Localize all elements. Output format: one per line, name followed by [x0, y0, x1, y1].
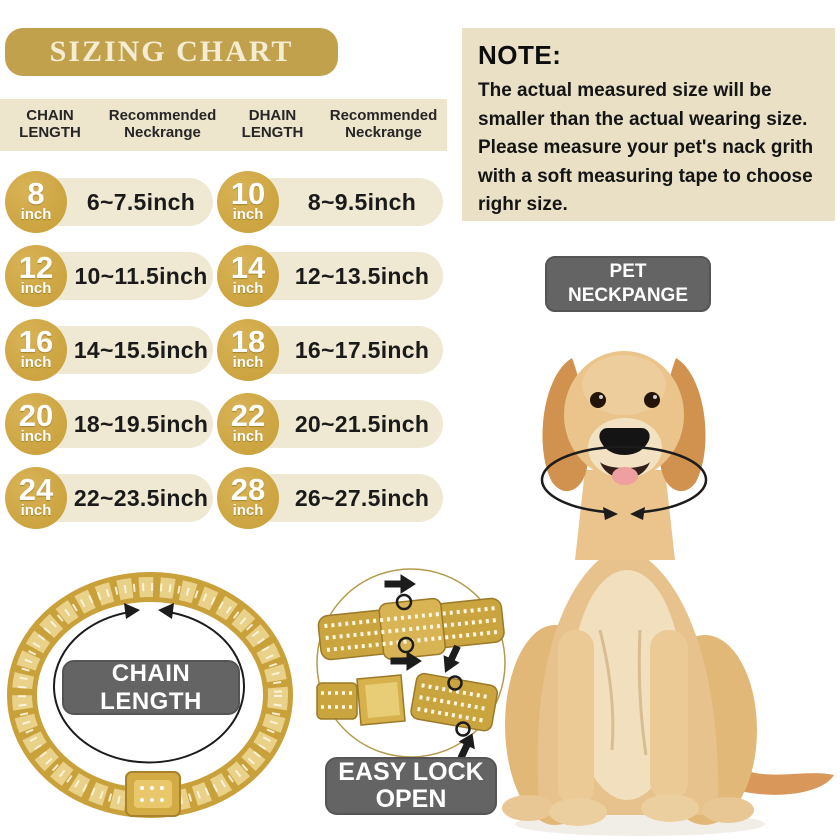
- dog-tongue: [612, 467, 638, 485]
- neckrange-pill: 16~17.5inch: [247, 326, 443, 374]
- easy-lock-open-badge: EASY LOCK OPEN: [325, 757, 497, 815]
- dog-photo: [502, 351, 834, 836]
- chain-clasp: [125, 771, 181, 817]
- clasp-chain-end: [410, 672, 499, 732]
- clasp-closed-chain: [317, 597, 505, 661]
- header-chain-length: CHAIN LENGTH: [19, 107, 81, 141]
- neck-measure-arrow: [540, 445, 708, 520]
- note-body: The actual measured size will be smaller…: [478, 80, 814, 215]
- note-heading: NOTE:: [478, 40, 562, 70]
- neckrange-pill: 20~21.5inch: [247, 400, 443, 448]
- dog-paw: [641, 794, 699, 822]
- dog-tail: [722, 762, 834, 795]
- clasp-open-box: [316, 674, 406, 726]
- chain-length-measure-arrow: [53, 603, 245, 764]
- chain-length-circle: 18 inch: [217, 319, 279, 381]
- sizing-chart-title-box: SIZING CHART: [5, 28, 338, 76]
- header-recommended-neckrange-2: Recommended Neckrange: [329, 107, 438, 141]
- page-title: SIZING CHART: [49, 35, 294, 68]
- table-row: 10~11.5inch 12 inch 12~13.5inch 14 inch: [0, 245, 447, 307]
- neckrange-pill: 12~13.5inch: [247, 252, 443, 300]
- table-row: 14~15.5inch 16 inch 16~17.5inch 18 inch: [0, 319, 447, 381]
- chain-length-circle: 22 inch: [217, 393, 279, 455]
- size-table-header: CHAIN LENGTH Recommended Neckrange DHAIN…: [0, 99, 447, 151]
- chain-length-circle: 20 inch: [5, 393, 67, 455]
- neckrange-pill: 26~27.5inch: [247, 474, 443, 522]
- dog-paw: [549, 798, 607, 826]
- pet-neckrange-badge: PET NECKPANGE: [545, 256, 711, 312]
- chain-length-circle: 24 inch: [5, 467, 67, 529]
- chain-necklace-image: [7, 572, 293, 818]
- header-recommended-neckrange-1: Recommended Neckrange: [108, 107, 217, 141]
- chain-length-circle: 14 inch: [217, 245, 279, 307]
- neckrange-pill: 8~9.5inch: [247, 178, 443, 226]
- chain-length-circle: 16 inch: [5, 319, 67, 381]
- chain-length-circle: 12 inch: [5, 245, 67, 307]
- chain-length-circle: 28 inch: [217, 467, 279, 529]
- note-box: NOTE: The actual measured size will be s…: [462, 28, 835, 221]
- chain-length-circle: 8 inch: [5, 171, 67, 233]
- table-row: 6~7.5inch 8 inch 8~9.5inch 10 inch: [0, 171, 447, 233]
- table-row: 18~19.5inch 20 inch 20~21.5inch 22 inch: [0, 393, 447, 455]
- easy-lock-detail-image: [316, 568, 506, 760]
- dog-eye: [644, 392, 660, 408]
- chain-length-badge: CHAIN LENGTH: [62, 660, 240, 715]
- lock-arrows: [384, 574, 475, 760]
- chain-length-circle: 10 inch: [217, 171, 279, 233]
- table-row: 22~23.5inch 24 inch 26~27.5inch 28 inch: [0, 467, 447, 529]
- header-dhain-length: DHAIN LENGTH: [241, 107, 304, 141]
- dog-eye: [590, 392, 606, 408]
